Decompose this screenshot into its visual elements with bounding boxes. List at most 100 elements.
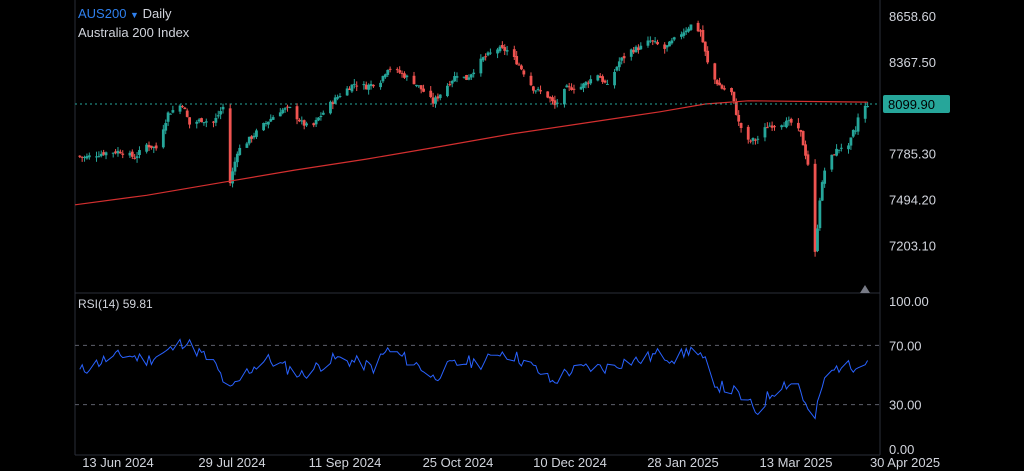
candle-body	[152, 146, 156, 149]
chart-header: AUS200 ▼ Daily Australia 200 Index	[78, 5, 189, 41]
candle-body	[484, 56, 488, 58]
candle-body	[563, 88, 566, 105]
candle-body	[419, 85, 423, 90]
candle-body	[520, 65, 523, 70]
candle-body	[613, 71, 616, 86]
candle-body	[668, 41, 671, 47]
scroll-marker-icon[interactable]	[860, 285, 870, 293]
candle-body	[145, 144, 149, 152]
candle-body	[839, 147, 843, 149]
candle-body	[147, 144, 151, 148]
candle-body	[598, 76, 602, 78]
candle-body	[212, 121, 215, 123]
price-axis-tick: 8658.60	[889, 9, 936, 24]
candle-body	[684, 30, 688, 33]
candle-body	[362, 84, 366, 86]
candle-body	[111, 152, 115, 154]
timeframe-label[interactable]: Daily	[142, 6, 172, 21]
candle-body	[479, 58, 483, 74]
candle-body	[830, 154, 834, 170]
time-axis-tick: 28 Jan 2025	[647, 455, 719, 470]
candle-body	[417, 85, 421, 87]
candle-body	[395, 69, 399, 71]
candle-body	[403, 73, 406, 78]
candle-body	[512, 49, 516, 58]
candle-body	[80, 156, 84, 158]
candle-body	[489, 52, 492, 54]
candle-body	[350, 84, 354, 92]
candle-body	[782, 125, 786, 127]
candle-body	[114, 151, 117, 154]
candle-body	[78, 155, 82, 157]
candle-body	[431, 97, 435, 104]
candle-body	[837, 149, 841, 151]
candle-body	[288, 106, 292, 108]
candle-body	[818, 200, 822, 229]
candle-body	[629, 49, 633, 57]
candle-body	[536, 88, 540, 90]
candle-body	[181, 106, 184, 108]
candle-body	[266, 121, 270, 125]
rsi-line	[79, 338, 869, 420]
candle-body	[713, 63, 717, 80]
candle-body	[422, 88, 425, 92]
candle-body	[746, 126, 750, 140]
candle-body	[570, 87, 573, 90]
candle-body	[348, 88, 351, 90]
candle-body	[551, 97, 554, 102]
symbol-selector[interactable]: AUS200 ▼	[78, 6, 143, 21]
candle-body	[271, 117, 275, 120]
candle-body	[338, 95, 342, 98]
candle-body	[314, 119, 318, 125]
candle-body	[281, 109, 285, 114]
candle-body	[847, 145, 850, 150]
candle-body	[383, 74, 387, 78]
candle-body	[429, 90, 433, 97]
candle-body	[355, 85, 359, 87]
candle-body	[801, 131, 805, 146]
rsi-axis-tick: 0.00	[889, 442, 914, 457]
candle-body	[467, 77, 471, 80]
candle-body	[228, 108, 232, 184]
candle-body	[233, 161, 237, 172]
candle-body	[85, 156, 89, 159]
candle-body	[264, 122, 268, 124]
rsi-axis-tick: 30.00	[889, 398, 922, 413]
candle-body	[133, 157, 137, 159]
candle-body	[300, 120, 304, 122]
candle-body	[555, 102, 559, 104]
candle-body	[231, 171, 234, 184]
price-axis-tick: 8367.50	[889, 55, 936, 70]
candle-body	[496, 49, 499, 54]
price-axis-tick: 7785.30	[889, 147, 936, 162]
candle-body	[718, 82, 721, 86]
last-price-tag	[883, 94, 950, 113]
candle-body	[352, 83, 356, 85]
candle-body	[653, 41, 657, 43]
rsi-axis-tick: 70.00	[889, 338, 922, 353]
time-axis-tick: 11 Sep 2024	[309, 455, 382, 470]
candle-body	[102, 152, 106, 155]
candle-body	[185, 110, 189, 117]
candle-body	[364, 84, 368, 90]
candle-body	[219, 111, 223, 115]
candle-body	[749, 140, 753, 142]
candle-body	[138, 150, 141, 156]
candle-body	[333, 97, 337, 104]
candle-body	[531, 86, 535, 91]
candle-body	[689, 24, 693, 30]
time-axis-tick: 13 Mar 2025	[760, 455, 833, 470]
candle-body	[565, 85, 569, 88]
candle-body	[302, 120, 306, 126]
candle-body	[149, 145, 153, 148]
candle-body	[663, 44, 667, 49]
candle-body	[321, 112, 325, 115]
candle-body	[672, 37, 676, 40]
candle-body	[787, 120, 791, 122]
candle-body	[269, 118, 273, 122]
candle-body	[665, 45, 669, 48]
chevron-down-icon: ▼	[130, 10, 139, 20]
candle-body	[751, 138, 755, 141]
candle-body	[765, 127, 769, 129]
